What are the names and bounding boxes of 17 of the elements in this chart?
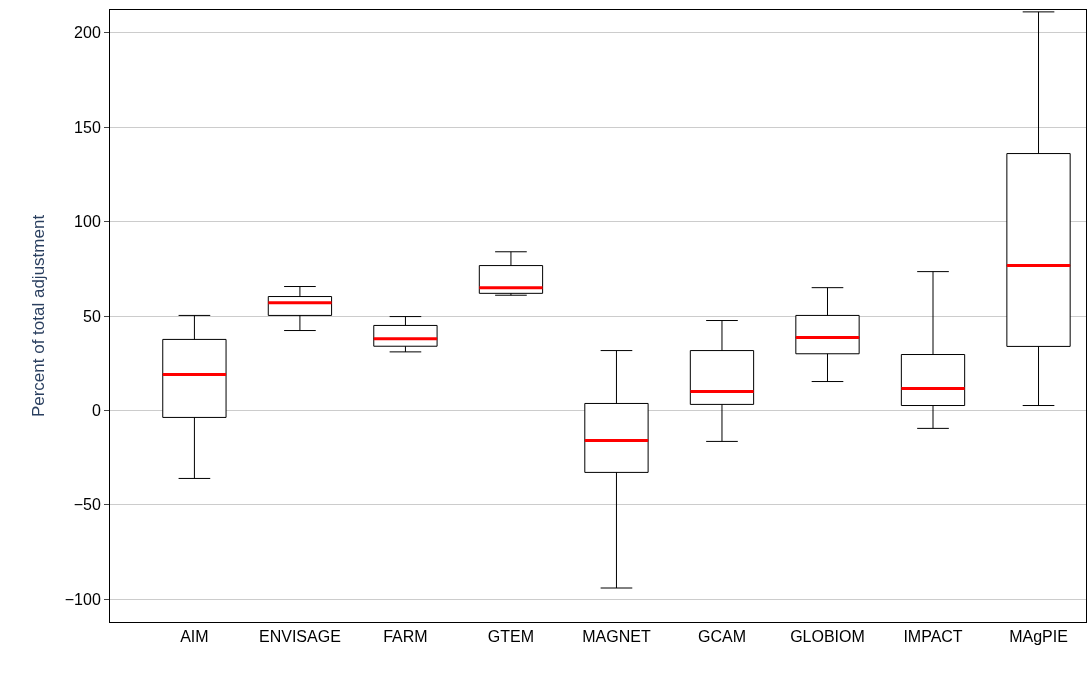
y-tick-label: −100	[64, 590, 101, 608]
y-tick-label: −50	[73, 496, 101, 514]
y-axis-title: Percent of total adjustment	[29, 214, 49, 418]
x-tick-label: GLOBIOM	[790, 628, 865, 646]
y-tick-label: 150	[74, 118, 101, 136]
x-tick-label: FARM	[383, 628, 428, 646]
x-tick-label: GTEM	[487, 628, 535, 646]
x-tick-label: ENVISAGE	[259, 628, 341, 646]
x-tick-label: MAGNET	[582, 628, 651, 646]
y-tick-label: 200	[74, 24, 101, 42]
y-tick-label: 50	[83, 307, 101, 325]
x-tick-label: MAgPIE	[1009, 628, 1068, 646]
y-tick-label: 0	[91, 402, 101, 420]
x-tick-label: GCAM	[697, 628, 746, 646]
x-tick-label: AIM	[180, 628, 209, 646]
x-tick-label: IMPACT	[903, 628, 963, 646]
y-tick-label: 100	[74, 213, 101, 231]
